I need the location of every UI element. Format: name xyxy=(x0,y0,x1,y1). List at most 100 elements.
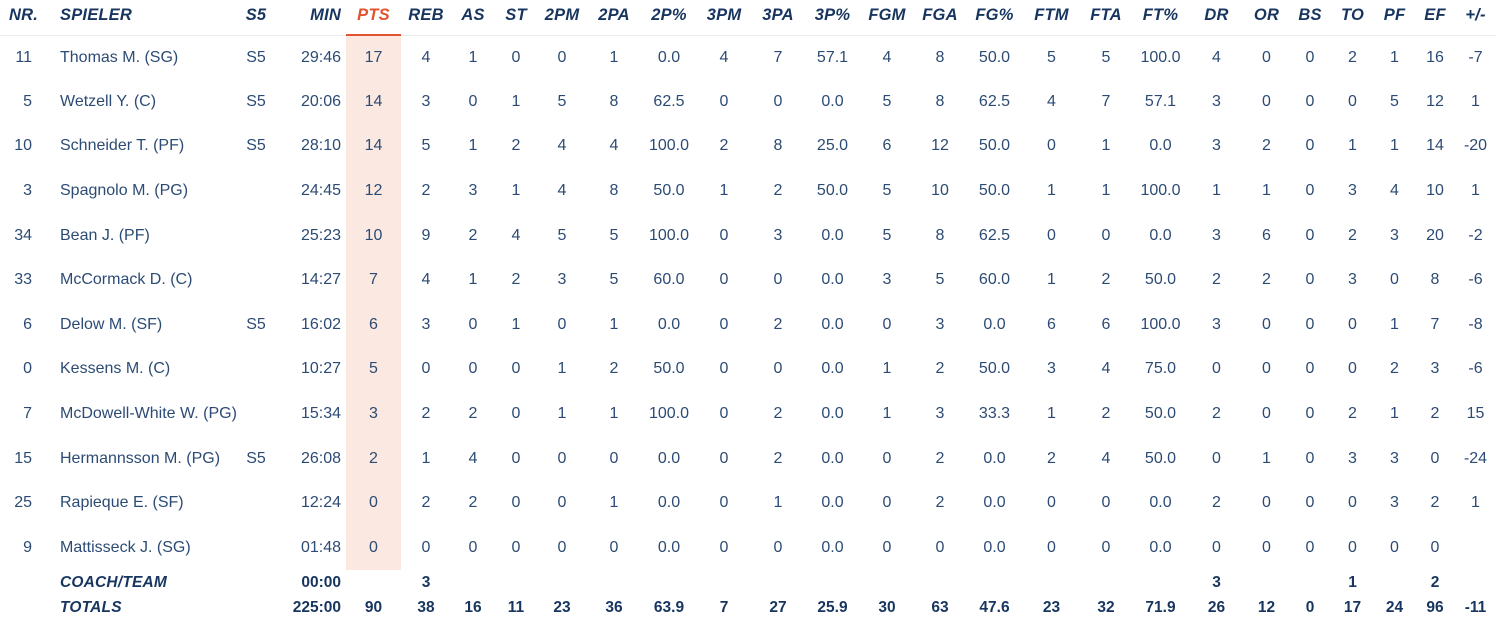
summary-row-cell-ef: 96 xyxy=(1426,598,1444,616)
player-row-cell-fgpct: 0.0 xyxy=(983,449,1006,467)
player-row-cell-ftm: 4 xyxy=(1047,92,1056,110)
player-row-cell-pm: -20 xyxy=(1463,137,1488,155)
summary-row-cell-2pa: 36 xyxy=(605,598,623,616)
player-row-cell-ftm: 0 xyxy=(1047,538,1056,556)
summary-row-cell-fta xyxy=(1080,570,1132,595)
column-header-pts[interactable]: PTS xyxy=(346,0,401,36)
summary-row-cell-fga: 63 xyxy=(931,598,949,616)
summary-row-cell-as xyxy=(451,570,495,595)
column-header-nr[interactable]: NR. xyxy=(0,0,46,36)
column-header-pf[interactable]: PF xyxy=(1374,0,1415,36)
player-row-cell-ef: 7 xyxy=(1430,315,1440,333)
column-header-to[interactable]: TO xyxy=(1331,0,1374,36)
player-row-cell-ftm: 1 xyxy=(1047,182,1056,200)
player-row-cell-3pa: 8 xyxy=(773,137,783,155)
column-header-as[interactable]: AS xyxy=(451,0,495,36)
column-header-fgm[interactable]: FGM xyxy=(860,0,914,36)
header-row: NR. SPIELER S5 MIN PTS REB AS ST 2PM 2PA 2P% 3PM 3PA… xyxy=(0,0,1496,36)
player-row-cell-st: 0 xyxy=(511,360,521,378)
summary-row-cell-ftpct xyxy=(1132,570,1189,595)
column-header-3pm[interactable]: 3PM xyxy=(697,0,751,36)
player-row-cell-spieler[interactable]: Mattisseck J. (SG) xyxy=(60,538,191,556)
column-header-bs[interactable]: BS xyxy=(1289,0,1331,36)
column-header-fta[interactable]: FTA xyxy=(1080,0,1132,36)
summary-row-cell-3pm xyxy=(697,570,751,595)
player-row-cell-2ppct: 50.0 xyxy=(653,182,685,200)
player-row-cell-fgpct: 0.0 xyxy=(983,538,1006,556)
player-row-cell-3pa: 0 xyxy=(773,538,783,556)
player-row-cell-3pm: 0 xyxy=(719,271,729,289)
player-row-cell-dr: 3 xyxy=(1212,315,1221,333)
player-row-cell-spieler[interactable]: Wetzell Y. (C) xyxy=(60,92,157,110)
player-row-cell-3ppct: 0.0 xyxy=(821,538,844,556)
summary-row-cell-ftpct: 71.9 xyxy=(1145,598,1176,616)
player-row-cell-pf: 1 xyxy=(1390,315,1399,333)
column-header-ftpct[interactable]: FT% xyxy=(1132,0,1189,36)
column-header-reb[interactable]: REB xyxy=(401,0,451,36)
player-row-cell-spieler[interactable]: McCormack D. (C) xyxy=(60,271,193,289)
player-row-cell-2pa: 1 xyxy=(609,494,619,512)
player-row-cell-to: 3 xyxy=(1348,271,1357,289)
player-row-cell-2pm: 0 xyxy=(557,494,567,512)
player-row-cell-ef: 0 xyxy=(1430,449,1440,467)
player-row-cell-bs: 0 xyxy=(1305,360,1315,378)
player-row-cell-2pm: 1 xyxy=(557,405,567,423)
summary-row-cell-to: 17 xyxy=(1343,598,1362,616)
player-row-cell-spieler[interactable]: Spagnolo M. (PG) xyxy=(60,182,189,200)
column-header-spieler[interactable]: SPIELER xyxy=(46,0,236,36)
player-row-cell-nr: 34 xyxy=(14,226,32,244)
summary-row-cell-or xyxy=(1244,570,1289,595)
player-row-cell-spieler[interactable]: Bean J. (PF) xyxy=(60,226,150,244)
player-row-cell-to: 0 xyxy=(1348,92,1357,110)
column-header-ef[interactable]: EF xyxy=(1415,0,1455,36)
player-row-cell-pts: 0 xyxy=(346,480,401,526)
player-row-cell-s5 xyxy=(236,526,276,571)
player-row-cell-3pa: 2 xyxy=(773,449,783,467)
player-row-cell-min: 01:48 xyxy=(300,538,341,556)
player-row-cell-ftpct: 0.0 xyxy=(1149,494,1172,512)
player-row-cell-pf: 0 xyxy=(1390,538,1399,556)
player-row-cell-2pm: 4 xyxy=(557,182,567,200)
column-header-ftm[interactable]: FTM xyxy=(1023,0,1080,36)
player-row-cell-ftpct: 0.0 xyxy=(1149,538,1172,556)
column-header-st[interactable]: ST xyxy=(495,0,537,36)
player-row-cell-pts: 10 xyxy=(346,213,401,258)
player-row-cell-as: 4 xyxy=(468,449,478,467)
column-header-min[interactable]: MIN xyxy=(276,0,346,36)
player-row-cell-reb: 1 xyxy=(421,449,431,467)
player-row-cell-bs: 0 xyxy=(1305,538,1315,556)
column-header-2pm[interactable]: 2PM xyxy=(537,0,587,36)
column-header-fgpct[interactable]: FG% xyxy=(966,0,1023,36)
player-row-cell-3pa: 7 xyxy=(773,48,783,66)
player-row-cell-fgm: 5 xyxy=(882,226,892,244)
player-row-cell-spieler[interactable]: Hermannsson M. (PG) xyxy=(60,449,221,467)
player-row-cell-spieler[interactable]: Thomas M. (SG) xyxy=(60,48,179,66)
column-header-pm[interactable]: +/- xyxy=(1455,0,1496,36)
player-row-cell-3pm: 4 xyxy=(719,48,729,66)
player-row-cell-2pm: 5 xyxy=(557,92,567,110)
column-header-2pa[interactable]: 2PA xyxy=(587,0,641,36)
player-row-cell-nr: 25 xyxy=(14,494,32,512)
summary-row-cell-3pa xyxy=(751,570,805,595)
player-row-cell-ef: 3 xyxy=(1430,360,1440,378)
column-header-or[interactable]: OR xyxy=(1244,0,1289,36)
column-header-dr[interactable]: DR xyxy=(1189,0,1244,36)
player-row-cell-or: 6 xyxy=(1262,226,1271,244)
column-header-3pa[interactable]: 3PA xyxy=(751,0,805,36)
column-header-fga[interactable]: FGA xyxy=(914,0,966,36)
column-header-3ppct[interactable]: 3P% xyxy=(805,0,860,36)
player-row-cell-3pm: 1 xyxy=(719,182,729,200)
player-row-cell-spieler[interactable]: McDowell-White W. (PG) xyxy=(60,405,236,423)
player-row-cell-dr: 3 xyxy=(1212,137,1221,155)
player-row-cell-to: 0 xyxy=(1348,315,1357,333)
player-row-cell-reb: 2 xyxy=(421,494,431,512)
player-row-cell-2ppct: 100.0 xyxy=(648,405,690,423)
column-header-s5[interactable]: S5 xyxy=(236,0,276,36)
player-row-cell-fgpct: 62.5 xyxy=(978,226,1011,244)
column-header-2ppct[interactable]: 2P% xyxy=(641,0,697,36)
player-row-cell-fga: 12 xyxy=(931,137,949,155)
player-row-cell-spieler[interactable]: Kessens M. (C) xyxy=(60,360,171,378)
player-row-cell-spieler[interactable]: Delow M. (SF) xyxy=(60,315,163,333)
player-row-cell-spieler[interactable]: Rapieque E. (SF) xyxy=(60,494,184,512)
player-row-cell-spieler[interactable]: Schneider T. (PF) xyxy=(60,137,185,155)
